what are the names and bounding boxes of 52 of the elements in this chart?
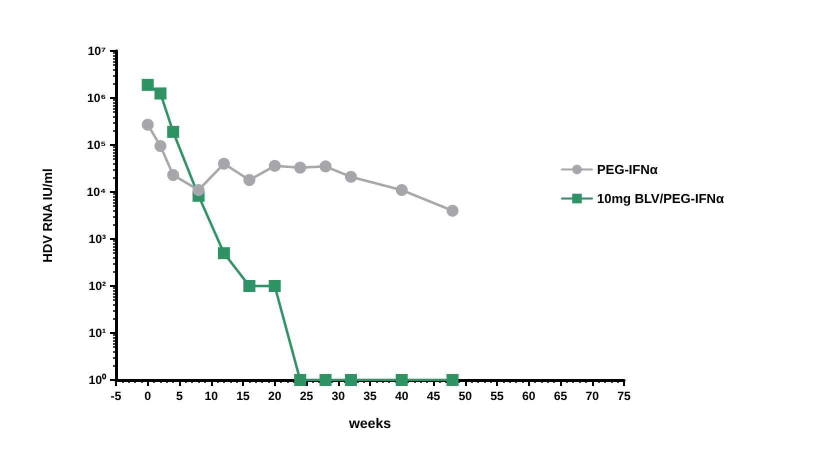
x-tick-label: 15 (236, 389, 250, 403)
point (243, 280, 256, 292)
y-axis-title: HDV RNA IU/ml (40, 168, 55, 263)
y-tick-label: 10⁰ (88, 373, 107, 387)
legend-label: 10mg BLV/PEG-IFNα (597, 191, 724, 206)
y-tick-label: 10⁶ (87, 91, 106, 105)
y-tick-label: 10¹ (88, 326, 106, 340)
point (167, 126, 180, 138)
x-tick-label: 0 (144, 389, 152, 403)
point (268, 160, 281, 172)
x-tick-label: 65 (554, 389, 568, 403)
y-tick-label: 10⁵ (87, 138, 106, 152)
x-tick-label: 20 (268, 389, 282, 403)
x-tick-label: 70 (586, 389, 600, 403)
point (446, 204, 459, 217)
legend-label: PEG-IFNα (597, 162, 658, 177)
point (142, 78, 154, 91)
x-tick-label: 50 (458, 389, 472, 403)
y-tick-label: 10⁴ (86, 185, 106, 199)
x-tick-label: 30 (332, 389, 346, 403)
y-tick-label: 10⁷ (88, 44, 106, 58)
point (344, 374, 357, 386)
point (243, 174, 256, 186)
point (154, 87, 166, 100)
point (320, 374, 332, 386)
point (396, 374, 408, 386)
x-tick-label: 10 (204, 389, 218, 403)
point (192, 184, 205, 196)
point (142, 118, 154, 131)
point (294, 162, 306, 174)
point (268, 280, 281, 292)
x-axis-title: weeks (348, 415, 392, 431)
point (320, 160, 332, 172)
x-tick-label: 40 (395, 389, 409, 403)
x-tick-label: 60 (522, 389, 536, 403)
y-tick-label: 10² (88, 279, 106, 293)
point (344, 170, 357, 183)
x-tick-label: 55 (490, 389, 504, 403)
x-tick-label: -5 (110, 389, 122, 403)
point (294, 374, 306, 386)
point (218, 247, 230, 260)
x-tick-label: 75 (617, 389, 631, 403)
point (154, 140, 166, 152)
x-tick-label: 35 (363, 389, 377, 403)
point (167, 169, 180, 181)
x-tick-label: 25 (300, 389, 314, 403)
x-tick-label: 45 (426, 389, 440, 403)
point (446, 374, 459, 386)
y-tick-label: 10³ (88, 232, 106, 246)
point (396, 184, 408, 196)
point (218, 158, 230, 170)
x-tick-label: 5 (176, 389, 184, 403)
